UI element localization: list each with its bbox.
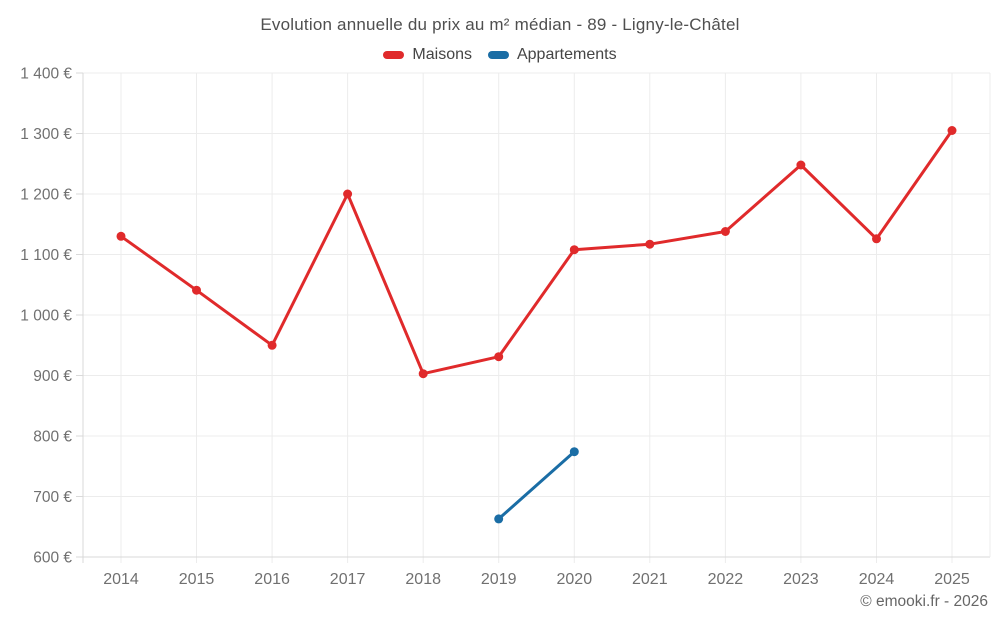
y-tick-label: 1 300 € — [20, 126, 72, 143]
chart-legend: Maisons Appartements — [0, 46, 1000, 64]
legend-item-appartements: Appartements — [487, 46, 617, 64]
appartements-point-2019 — [494, 514, 504, 524]
x-tick-label: 2018 — [405, 571, 441, 588]
x-tick-label: 2023 — [783, 571, 819, 588]
maisons-point-2015 — [192, 285, 201, 295]
appartements-series-swatch-icon — [487, 51, 509, 59]
x-tick-label: 2021 — [632, 571, 668, 588]
y-tick-label: 1 400 € — [20, 66, 72, 83]
appartements-point-2020 — [569, 447, 579, 457]
legend-label-appartements: Appartements — [516, 46, 617, 63]
y-tick-label: 1 100 € — [20, 247, 72, 264]
watermark: © emooki.fr - 2026 — [860, 593, 988, 610]
y-tick-label: 1 000 € — [20, 308, 72, 325]
y-tick-label: 1 200 € — [20, 187, 72, 204]
maisons-point-2024 — [872, 234, 881, 244]
legend-item-maisons: Maisons — [383, 46, 472, 64]
x-tick-label: 2020 — [557, 571, 593, 588]
x-tick-label: 2014 — [103, 571, 139, 588]
maisons-line — [119, 129, 954, 376]
x-tick-label: 2016 — [254, 571, 290, 588]
maisons-point-2018 — [418, 369, 428, 379]
maisons-point-2016 — [267, 340, 277, 350]
y-tick-label: 800 € — [33, 429, 72, 446]
maisons-series-swatch-icon — [383, 51, 405, 59]
x-tick-label: 2015 — [179, 571, 215, 588]
maisons-point-2021 — [645, 239, 655, 249]
x-tick-label: 2024 — [859, 571, 895, 588]
chart-title: Evolution annuelle du prix au m² médian … — [260, 15, 740, 34]
maisons-point-2025 — [947, 126, 957, 135]
x-tick-label: 2022 — [708, 571, 744, 588]
x-tick-label: 2019 — [481, 571, 517, 588]
maisons-point-2022 — [720, 227, 730, 236]
legend-label-maisons: Maisons — [412, 46, 472, 63]
x-tick-label: 2017 — [330, 571, 366, 588]
y-tick-label: 700 € — [33, 489, 72, 506]
maisons-point-2023 — [796, 160, 806, 170]
appartements-line — [497, 450, 576, 521]
maisons-point-2017 — [343, 189, 353, 199]
maisons-point-2019 — [494, 352, 504, 362]
x-tick-label: 2025 — [934, 571, 970, 588]
maisons-point-2020 — [569, 245, 579, 255]
y-tick-label: 600 € — [33, 550, 72, 567]
maisons-point-2014 — [116, 231, 126, 241]
y-tick-label: 900 € — [33, 368, 72, 385]
